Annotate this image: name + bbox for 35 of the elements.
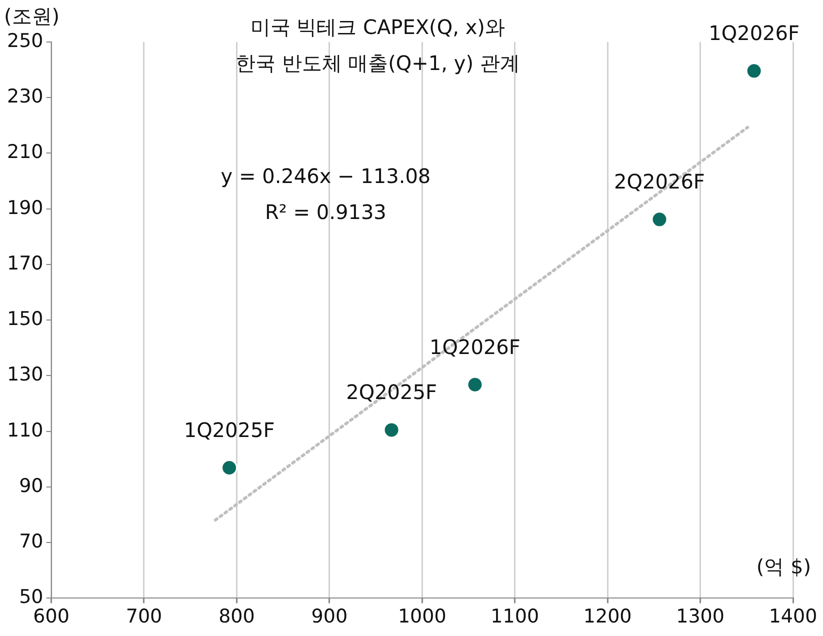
y-tick-label: 90 xyxy=(19,474,44,497)
x-tick-label: 700 xyxy=(126,606,162,628)
x-axis-title: (억 $) xyxy=(756,554,811,578)
x-tick-label: 1400 xyxy=(768,606,818,628)
point xyxy=(651,211,668,228)
y-tick-label: 50 xyxy=(19,586,44,608)
point xyxy=(221,460,238,476)
x-tick-label: 1000 xyxy=(398,606,446,628)
annotation: 1Q2026F xyxy=(430,334,520,359)
chart-title: 미국 빅테크 CAPEX(Q, x)와 한국 반도체 매출(Q+1, y) 관계 xyxy=(235,15,520,76)
annotation: 2Q2026F xyxy=(614,170,705,194)
y-tick-label: 130 xyxy=(7,364,44,386)
annotation: 2Q2025F xyxy=(346,380,437,404)
annotation: 1Q2025F xyxy=(184,418,275,442)
x-tick-label: 1100 xyxy=(490,606,540,628)
x-tick-label: 1300 xyxy=(676,606,724,628)
x-tick-label: 900 xyxy=(311,606,348,628)
y-tick-label: 250 xyxy=(7,30,44,52)
y-tick-label: 190 xyxy=(7,196,44,219)
y-tick-label: 70 xyxy=(19,530,44,553)
annotation: y = 0.246x − 113.08 xyxy=(220,164,431,188)
y-tick-label: 150 xyxy=(7,308,44,330)
y-tick-label: 210 xyxy=(7,141,44,164)
point xyxy=(466,376,484,393)
x-tick-label: 1200 xyxy=(583,606,632,628)
y-tick-label: 170 xyxy=(7,252,44,274)
x-tick-label: 600 xyxy=(33,606,70,628)
x-tick-label: 800 xyxy=(218,606,255,628)
y-axis-title: (조원) xyxy=(4,4,60,28)
point xyxy=(383,422,400,438)
y-tick-label: 110 xyxy=(7,419,44,442)
point xyxy=(746,62,762,80)
annotation: R² = 0.9133 xyxy=(265,200,386,224)
annotation: 1Q2026F xyxy=(708,21,800,46)
y-tick-label: 230 xyxy=(7,86,44,108)
